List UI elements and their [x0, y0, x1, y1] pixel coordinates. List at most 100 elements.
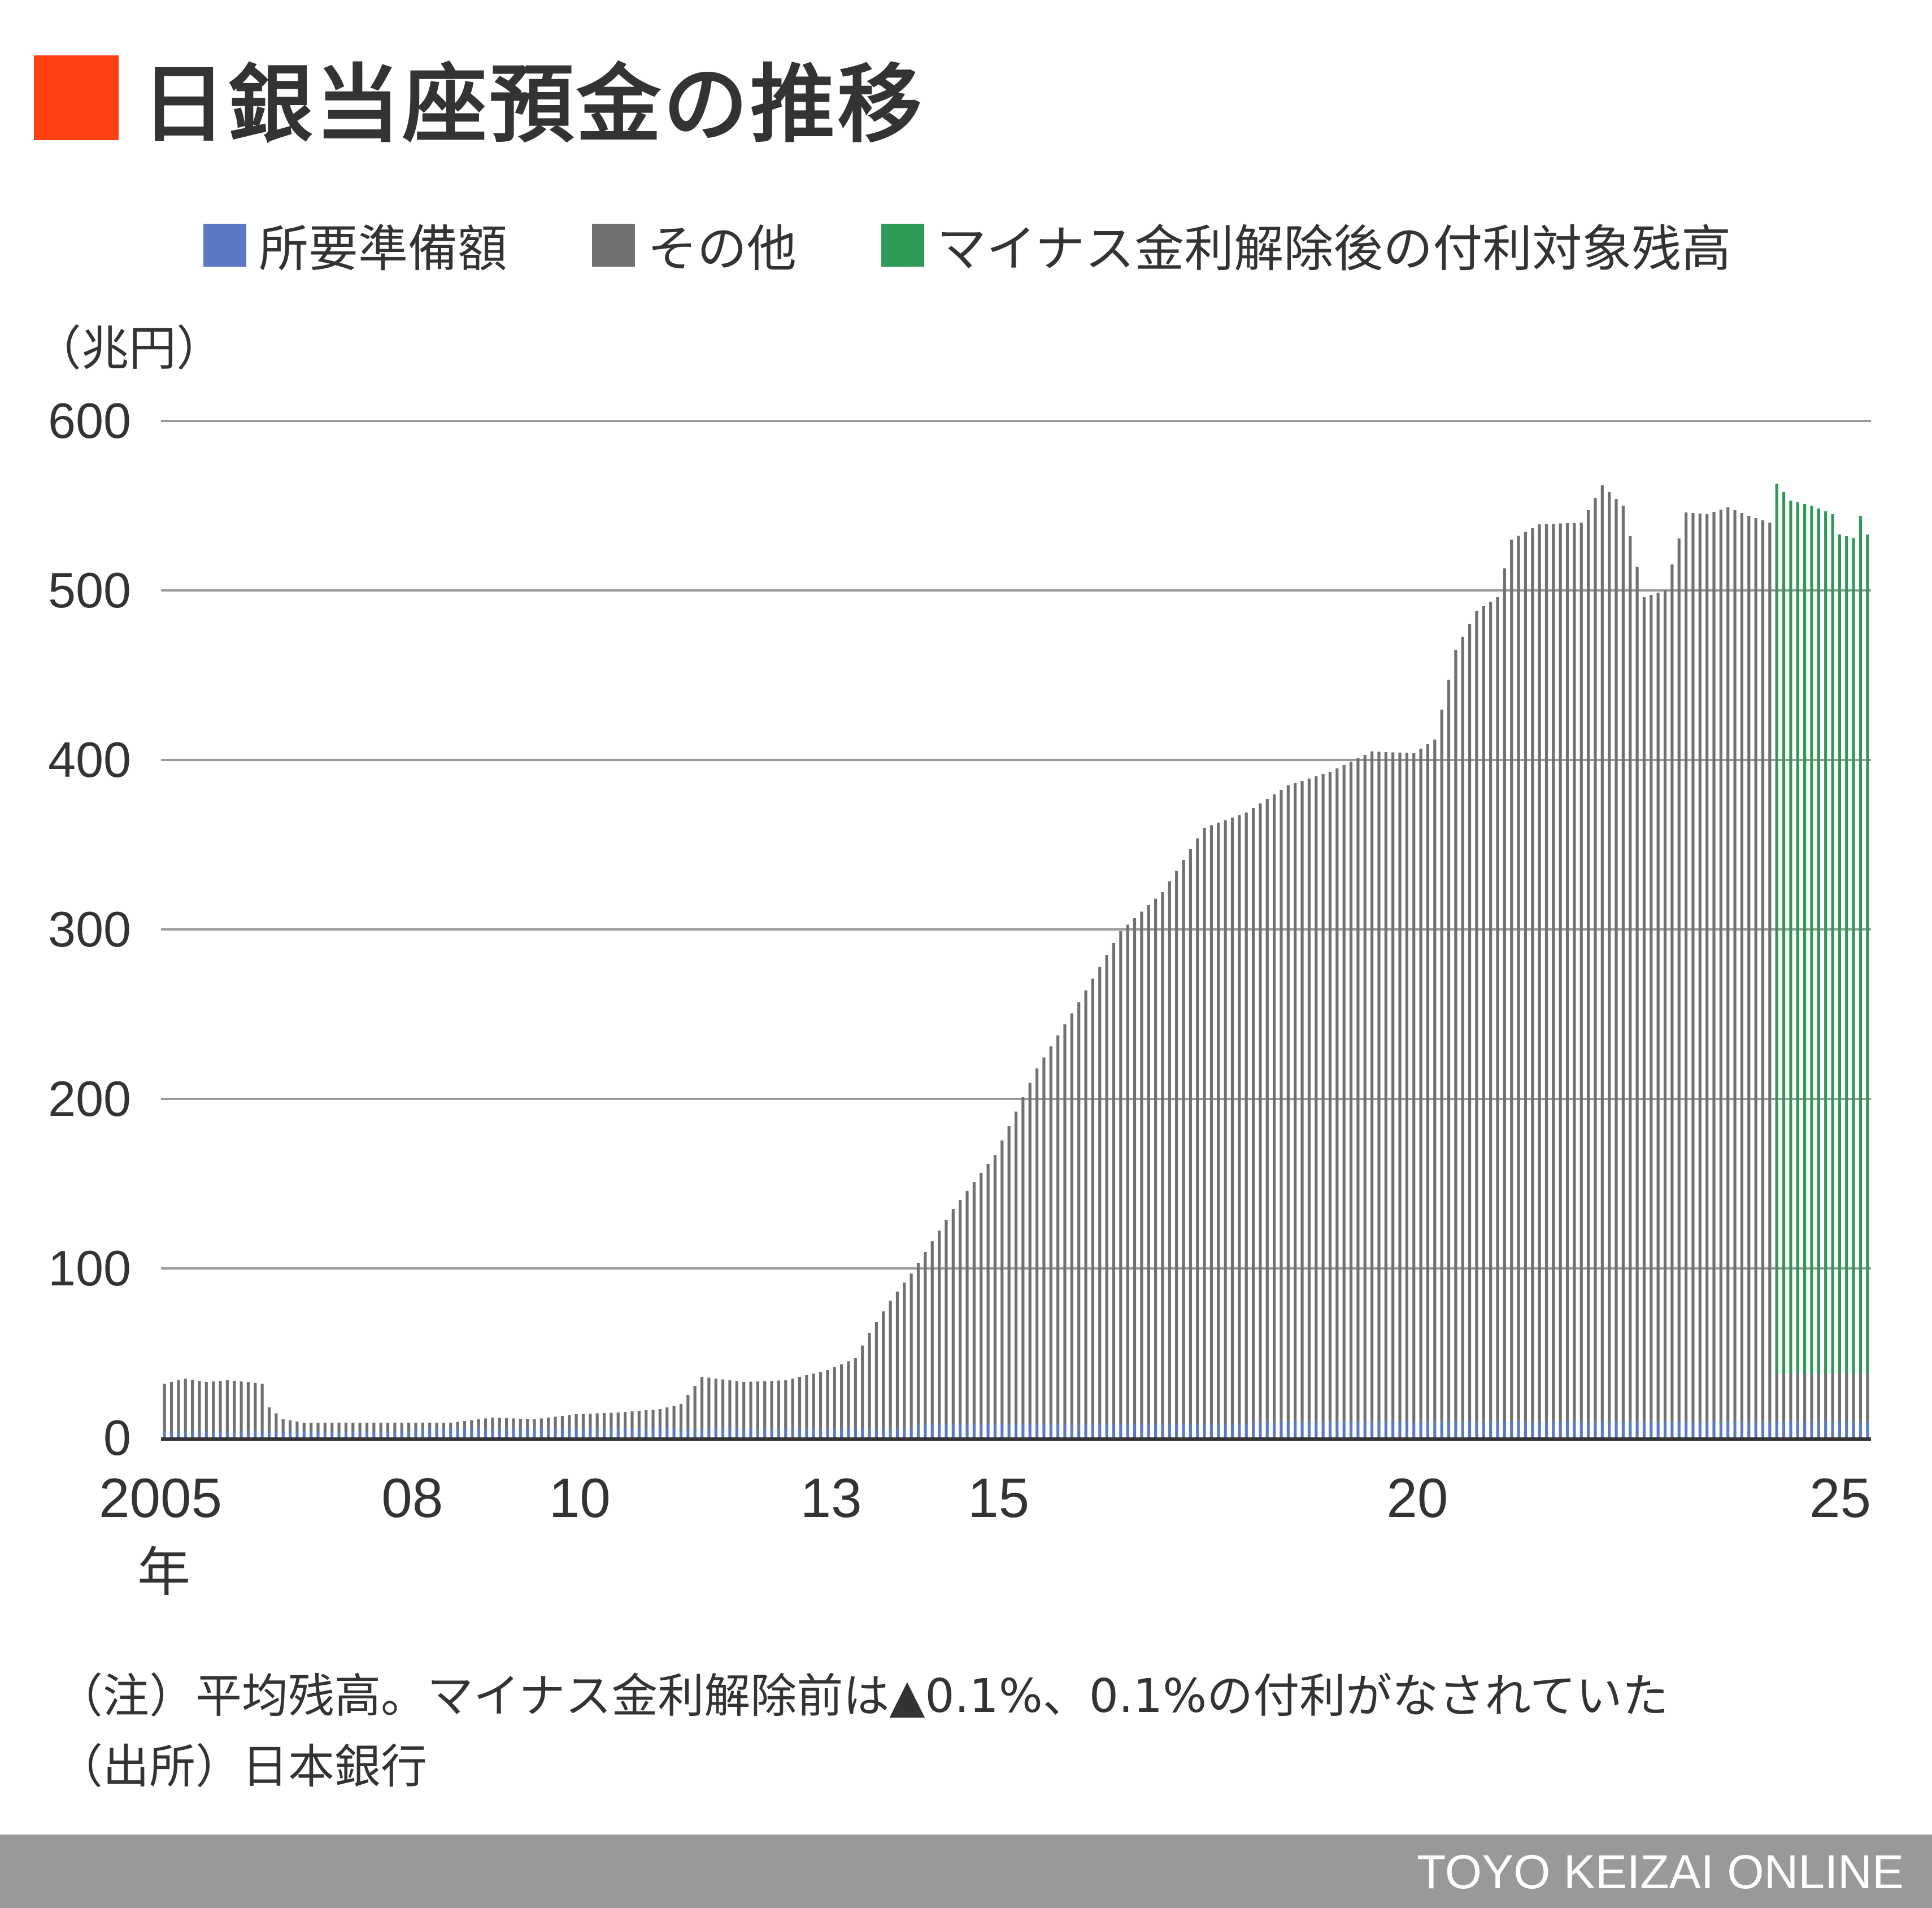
- bar-required-reserves: [1168, 1424, 1171, 1438]
- bar-required-reserves: [1203, 1424, 1206, 1438]
- bar-other: [910, 1274, 913, 1428]
- bar-required-reserves: [204, 1431, 208, 1438]
- bar-required-reserves: [1496, 1421, 1499, 1438]
- bar-required-reserves: [1629, 1421, 1632, 1438]
- bar-other: [1286, 785, 1290, 1421]
- bar-required-reserves: [463, 1428, 467, 1438]
- bar-other: [616, 1412, 620, 1428]
- bar-required-reserves: [1328, 1421, 1332, 1438]
- bar-required-reserves: [749, 1428, 752, 1438]
- bar-other: [1447, 680, 1451, 1421]
- bar-required-reserves: [903, 1428, 906, 1438]
- bar-required-reserves: [1063, 1424, 1067, 1438]
- bar-other: [1608, 492, 1611, 1421]
- bar-interest-bearing: [1838, 534, 1841, 1374]
- bar-required-reserves: [1565, 1421, 1569, 1438]
- bar-other: [756, 1381, 759, 1428]
- bar-other: [1740, 513, 1744, 1421]
- bar-other: [1600, 485, 1604, 1421]
- bar-required-reserves: [219, 1431, 222, 1438]
- bar-required-reserves: [1098, 1424, 1102, 1438]
- bar-other: [1196, 838, 1199, 1424]
- bar-other: [707, 1377, 711, 1428]
- bar-other: [498, 1418, 501, 1428]
- bar-required-reserves: [980, 1424, 983, 1438]
- bar-other: [1517, 536, 1520, 1421]
- legend-item-required-reserves: 所要準備額: [203, 209, 507, 281]
- bar-required-reserves: [645, 1428, 648, 1438]
- bar-required-reserves: [1070, 1424, 1073, 1438]
- bar-required-reserves: [1433, 1421, 1437, 1438]
- y-tick-label-500: 500: [48, 562, 131, 618]
- bar-required-reserves: [1000, 1424, 1004, 1438]
- bar-other: [1866, 1374, 1869, 1421]
- bar-required-reserves: [246, 1431, 250, 1438]
- bar-required-reserves: [310, 1431, 313, 1438]
- bar-other: [951, 1209, 955, 1424]
- bar-required-reserves: [1147, 1424, 1150, 1438]
- bar-other: [1230, 818, 1234, 1424]
- bar-interest-bearing: [1803, 504, 1807, 1374]
- bar-other: [1265, 799, 1269, 1421]
- bar-required-reserves: [1315, 1421, 1318, 1438]
- bar-other: [491, 1418, 494, 1428]
- bar-other: [254, 1383, 257, 1431]
- bar-other: [1119, 931, 1122, 1424]
- bar-other: [1294, 783, 1297, 1421]
- bar-other: [1629, 536, 1632, 1421]
- bar-other: [344, 1423, 348, 1431]
- bar-required-reserves: [184, 1431, 187, 1438]
- bar-required-reserves: [1426, 1421, 1430, 1438]
- bar-other: [1203, 828, 1206, 1424]
- bar-other: [965, 1191, 969, 1424]
- bar-other: [916, 1263, 920, 1424]
- bar-other: [742, 1382, 746, 1428]
- bar-required-reserves: [240, 1431, 243, 1438]
- bar-required-reserves: [1209, 1424, 1213, 1438]
- bar-required-reserves: [1112, 1424, 1116, 1438]
- bar-interest-bearing: [1852, 538, 1855, 1374]
- bar-other: [728, 1380, 732, 1428]
- bar-required-reserves: [1189, 1424, 1192, 1438]
- bar-other: [861, 1345, 864, 1428]
- bar-required-reserves: [1531, 1421, 1534, 1438]
- bar-other: [1544, 524, 1548, 1421]
- bar-other: [219, 1381, 222, 1431]
- bar-required-reserves: [1733, 1421, 1737, 1438]
- bar-required-reserves: [1650, 1421, 1653, 1438]
- bar-other: [1049, 1046, 1052, 1424]
- bar-required-reserves: [728, 1428, 732, 1438]
- bar-required-reserves: [533, 1428, 536, 1438]
- bar-other: [1587, 510, 1590, 1421]
- bar-other: [163, 1384, 166, 1431]
- bar-other: [972, 1182, 976, 1424]
- bar-required-reserves: [400, 1431, 403, 1438]
- x-tick-label-2008: 08: [381, 1467, 443, 1529]
- bar-required-reserves: [916, 1424, 920, 1438]
- bar-required-reserves: [826, 1428, 829, 1438]
- bar-other: [763, 1381, 767, 1428]
- bar-other: [1168, 881, 1171, 1424]
- bar-required-reserves: [554, 1428, 557, 1438]
- bar-other: [1845, 1374, 1848, 1421]
- bar-other: [1245, 812, 1248, 1424]
- bar-other: [1007, 1126, 1011, 1424]
- bar-required-reserves: [658, 1428, 662, 1438]
- bar-other: [854, 1358, 857, 1428]
- bar-other: [198, 1381, 201, 1431]
- bar-other: [693, 1386, 697, 1428]
- bar-other: [358, 1423, 362, 1431]
- bar-required-reserves: [1265, 1421, 1269, 1438]
- bar-other: [323, 1423, 327, 1431]
- bar-required-reserves: [1789, 1421, 1792, 1438]
- bar-required-reserves: [1230, 1424, 1234, 1438]
- bar-other: [1503, 568, 1506, 1421]
- bar-other: [1349, 762, 1353, 1421]
- bar-other: [1098, 967, 1102, 1424]
- bar-other: [1538, 524, 1541, 1421]
- bar-required-reserves: [1021, 1424, 1025, 1438]
- bar-required-reserves: [1342, 1421, 1346, 1438]
- bar-required-reserves: [191, 1431, 194, 1438]
- bar-required-reserves: [589, 1428, 592, 1438]
- bar-other: [624, 1412, 627, 1428]
